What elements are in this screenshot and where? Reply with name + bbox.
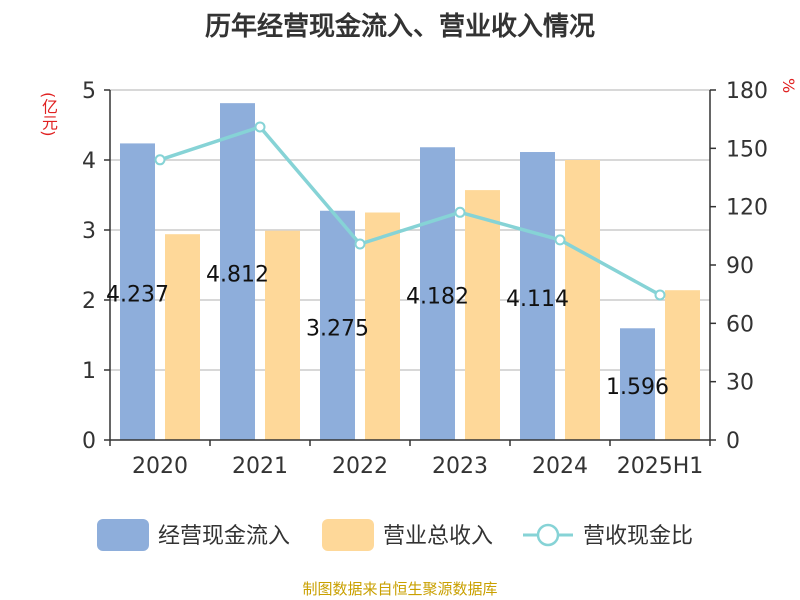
legend-swatch-revenue — [322, 519, 374, 551]
inflow-data-label: 3.275 — [306, 316, 369, 341]
left-axis-tick-label: 2 — [82, 289, 96, 314]
ratio-point — [154, 154, 166, 166]
bar-inflow — [320, 210, 355, 440]
legend-label-revenue: 营业总收入 — [383, 524, 493, 549]
right-axis-tick-label: 60 — [726, 312, 754, 337]
bar-revenue — [265, 230, 300, 440]
x-axis-tick-label: 2021 — [232, 454, 288, 479]
ratio-point — [454, 206, 466, 218]
x-axis-tick-label: 2024 — [532, 454, 588, 479]
ratio-line — [159, 124, 661, 297]
x-axis-tick-label: 2025H1 — [617, 454, 704, 479]
chart-title: 历年经营现金流入、营业收入情况 — [204, 12, 595, 42]
bar-revenue — [165, 234, 200, 440]
legend-label-ratio: 营收现金比 — [583, 524, 693, 549]
right-axis-tick-label: 180 — [726, 79, 768, 104]
ratio-point — [554, 234, 566, 246]
left-axis-tick-label: 5 — [82, 79, 96, 104]
left-axis-tick-label: 0 — [82, 429, 96, 454]
bar-inflow — [620, 328, 655, 440]
x-axis-tick-label: 2022 — [332, 454, 388, 479]
right-axis-tick-label: 150 — [726, 137, 768, 162]
source-footer: 制图数据来自恒生聚源数据库 — [302, 580, 498, 598]
bar-revenue — [665, 290, 700, 440]
left-axis-tick-label: 1 — [82, 359, 96, 384]
right-axis-tick-label: 90 — [726, 254, 754, 279]
left-axis-tick-label: 3 — [82, 219, 96, 244]
left-axis-unit: (亿元) — [39, 92, 58, 137]
ratio-point — [354, 238, 366, 250]
right-axis-unit: % — [779, 78, 798, 94]
inflow-data-label: 4.114 — [506, 287, 569, 312]
bar-revenue — [365, 212, 400, 440]
bar-inflow — [220, 103, 255, 440]
bar-inflow — [520, 152, 555, 440]
ratio-point — [654, 289, 666, 301]
x-axis-tick-label: 2020 — [132, 454, 188, 479]
bar-revenue — [465, 190, 500, 440]
ratio-point — [254, 121, 266, 133]
inflow-data-label: 1.596 — [606, 375, 669, 400]
inflow-data-label: 4.812 — [206, 263, 269, 288]
x-axis-tick-label: 2023 — [432, 454, 488, 479]
right-axis-tick-label: 0 — [726, 429, 740, 454]
left-axis-tick-label: 4 — [82, 149, 96, 174]
legend-marker-ratio — [536, 523, 560, 547]
legend-swatch-inflow — [97, 519, 149, 551]
inflow-data-label: 4.237 — [106, 283, 169, 308]
right-axis-tick-label: 120 — [726, 196, 768, 221]
bar-inflow — [420, 147, 455, 440]
bar-revenue — [565, 160, 600, 440]
bar-inflow — [120, 143, 155, 440]
legend-label-inflow: 经营现金流入 — [158, 524, 290, 549]
right-axis-tick-label: 30 — [726, 371, 754, 396]
inflow-data-label: 4.182 — [406, 285, 469, 310]
